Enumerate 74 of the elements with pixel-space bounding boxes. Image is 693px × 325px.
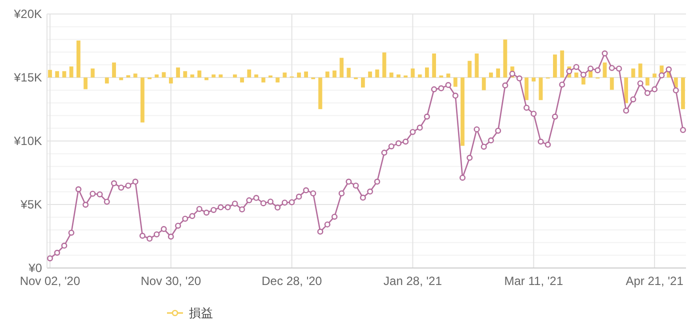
bar bbox=[276, 78, 280, 82]
y-tick-label: ¥10K bbox=[12, 134, 42, 148]
bar bbox=[425, 67, 429, 78]
y-tick-label: ¥5K bbox=[20, 198, 42, 212]
bar bbox=[610, 78, 614, 90]
bar bbox=[602, 62, 607, 78]
bar bbox=[624, 78, 628, 104]
bar bbox=[232, 74, 237, 78]
bar bbox=[104, 78, 109, 84]
bar bbox=[496, 68, 500, 78]
bar bbox=[524, 78, 528, 100]
bar bbox=[69, 66, 74, 78]
bar bbox=[154, 74, 159, 78]
bar bbox=[282, 72, 287, 78]
bar bbox=[432, 53, 436, 78]
bar bbox=[453, 78, 458, 87]
bar bbox=[382, 52, 386, 78]
bar bbox=[418, 74, 422, 78]
bar bbox=[48, 70, 52, 78]
y-tick-label: ¥15K bbox=[12, 70, 42, 84]
bar bbox=[240, 78, 244, 82]
bar bbox=[396, 74, 400, 78]
bar bbox=[645, 78, 650, 86]
bar bbox=[204, 78, 208, 80]
bar bbox=[212, 74, 216, 78]
bar bbox=[84, 78, 88, 90]
bar bbox=[532, 78, 536, 82]
bar bbox=[55, 71, 60, 78]
bar bbox=[375, 70, 380, 78]
legend: 損益 bbox=[167, 306, 213, 320]
bar bbox=[389, 72, 394, 78]
legend-label: 損益 bbox=[189, 306, 213, 320]
bar bbox=[218, 74, 223, 78]
bar bbox=[304, 72, 308, 78]
bar bbox=[368, 72, 372, 78]
bar bbox=[360, 78, 365, 88]
bar bbox=[574, 72, 578, 78]
bar bbox=[176, 67, 180, 78]
bar bbox=[325, 72, 330, 78]
x-tick-label: Apr 21, '21 bbox=[626, 274, 684, 288]
x-tick-label: Nov 02, '20 bbox=[20, 274, 80, 288]
bar bbox=[553, 54, 557, 78]
bar bbox=[460, 78, 464, 146]
bar bbox=[140, 78, 144, 122]
bar bbox=[560, 50, 564, 78]
y-tick-label: ¥0 bbox=[28, 261, 42, 275]
bar bbox=[162, 72, 166, 78]
bar bbox=[503, 40, 508, 78]
bar bbox=[76, 40, 80, 78]
bar bbox=[112, 62, 116, 78]
bar bbox=[90, 68, 95, 78]
bar bbox=[296, 72, 301, 78]
bar bbox=[340, 58, 344, 78]
bar bbox=[652, 74, 657, 78]
y-tick-label: ¥20K bbox=[12, 7, 42, 21]
bar bbox=[197, 70, 202, 78]
bar bbox=[468, 60, 472, 78]
bar bbox=[168, 78, 173, 84]
bar bbox=[446, 74, 450, 78]
bar bbox=[482, 78, 486, 90]
bar bbox=[681, 78, 685, 110]
x-tick-label: Dec 28, '20 bbox=[262, 274, 322, 288]
x-tick-label: Jan 28, '21 bbox=[384, 274, 442, 288]
bar bbox=[247, 70, 252, 78]
bar bbox=[183, 71, 188, 78]
bar bbox=[261, 78, 266, 82]
x-tick-label: Mar 11, '21 bbox=[504, 274, 564, 288]
bar bbox=[489, 72, 493, 78]
bar bbox=[119, 78, 124, 80]
bar bbox=[638, 64, 642, 78]
bar bbox=[332, 70, 336, 78]
x-tick-label: Nov 30, '20 bbox=[140, 274, 202, 288]
bar bbox=[62, 71, 66, 78]
bar bbox=[133, 74, 138, 78]
